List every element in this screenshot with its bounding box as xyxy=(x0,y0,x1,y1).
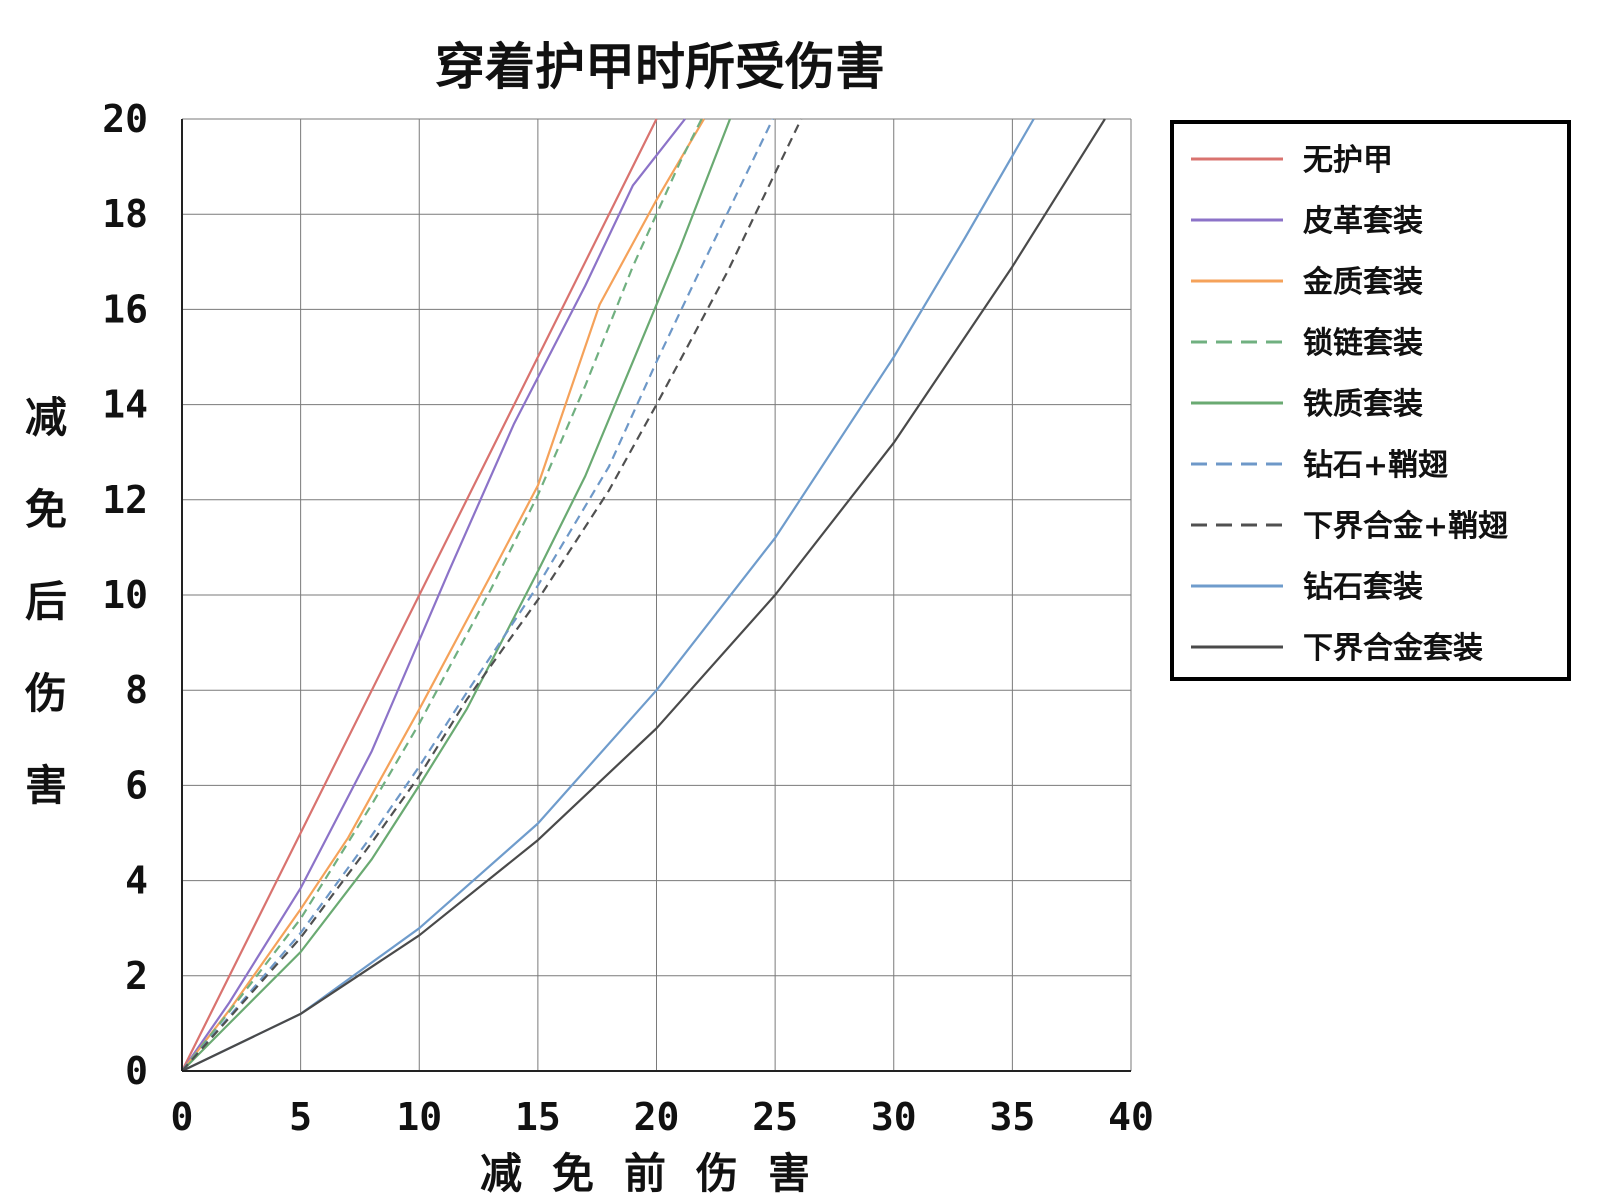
legend-label-4: 铁质套装 xyxy=(1303,387,1423,422)
y-axis-label-char: 害 xyxy=(25,761,67,810)
y-axis-label-char: 减 xyxy=(25,393,67,442)
x-tick-label: 30 xyxy=(871,1095,917,1139)
x-axis-label: 减免前伤害 xyxy=(480,1149,840,1198)
x-tick-label: 35 xyxy=(989,1095,1035,1139)
legend: 无护甲皮革套装金质套装锁链套装铁质套装钻石+鞘翅下界合金+鞘翅钻石套装下界合金套… xyxy=(1170,120,1571,681)
axes xyxy=(181,119,1131,1072)
y-tick-label: 16 xyxy=(102,287,148,331)
legend-label-3: 锁链套装 xyxy=(1303,326,1423,361)
legend-label-1: 皮革套装 xyxy=(1303,204,1423,239)
legend-label-0: 无护甲 xyxy=(1303,143,1393,178)
series-line-1 xyxy=(181,118,686,1072)
x-tick-label: 10 xyxy=(396,1095,442,1139)
y-tick-label: 14 xyxy=(102,383,148,427)
y-tick-labels: 0 2 4 6 8 10 12 14 16 18 20 xyxy=(102,97,148,1093)
series-line-4 xyxy=(181,118,732,1072)
legend-label-7: 钻石套装 xyxy=(1303,570,1423,605)
series-line-0 xyxy=(181,118,658,1072)
x-tick-label: 15 xyxy=(515,1095,561,1139)
y-tick-label: 0 xyxy=(125,1049,148,1093)
x-tick-label: 40 xyxy=(1108,1095,1154,1139)
series-line-3 xyxy=(181,118,703,1072)
y-tick-label: 12 xyxy=(102,478,148,522)
series-line-6 xyxy=(181,118,803,1072)
x-tick-label: 25 xyxy=(752,1095,798,1139)
y-tick-label: 20 xyxy=(102,97,148,141)
x-tick-label: 0 xyxy=(171,1095,194,1139)
y-tick-label: 4 xyxy=(125,859,148,903)
y-tick-label: 6 xyxy=(125,763,148,807)
grid xyxy=(181,118,1132,1072)
x-tick-labels: 0 5 10 15 20 25 30 35 40 xyxy=(171,1095,1154,1139)
x-tick-label: 5 xyxy=(289,1095,312,1139)
y-axis-label-char: 免 xyxy=(25,485,67,534)
legend-label-8: 下界合金套装 xyxy=(1303,631,1483,666)
y-tick-label: 10 xyxy=(102,573,148,617)
series-line-5 xyxy=(181,118,774,1072)
y-axis-label-char: 后 xyxy=(25,577,67,626)
legend-label-5: 钻石+鞘翅 xyxy=(1303,448,1448,483)
legend-label-6: 下界合金+鞘翅 xyxy=(1303,509,1508,544)
series-line-7 xyxy=(181,118,1035,1072)
x-tick-label: 20 xyxy=(634,1095,680,1139)
y-tick-label: 8 xyxy=(125,668,148,712)
legend-label-2: 金质套装 xyxy=(1302,265,1423,300)
series-line-2 xyxy=(181,118,705,1072)
series-layer xyxy=(181,118,1106,1072)
x-axis-label-text: 减免前伤害 xyxy=(480,1149,840,1198)
y-axis-label-char: 伤 xyxy=(24,669,67,718)
y-tick-label: 2 xyxy=(125,954,148,998)
series-line-8 xyxy=(181,118,1106,1072)
y-tick-label: 18 xyxy=(102,192,148,236)
chart-title: 穿着护甲时所受伤害 xyxy=(435,37,885,96)
